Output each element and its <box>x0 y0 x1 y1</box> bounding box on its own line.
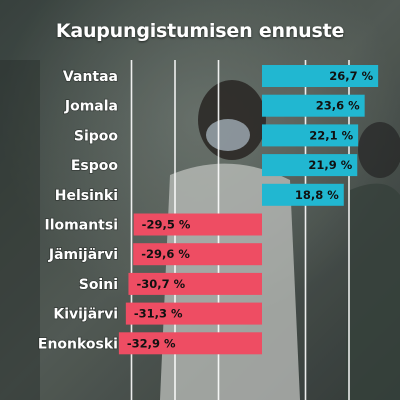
value-label: -31,3 % <box>134 307 183 321</box>
bar-espoo <box>262 154 358 177</box>
value-label: -32,9 % <box>127 336 176 350</box>
category-label: Kivijärvi <box>53 307 118 323</box>
bar-jomala <box>262 94 365 117</box>
bar-soini <box>128 272 262 295</box>
category-label: Espoo <box>71 158 119 174</box>
category-label: Soini <box>79 277 118 293</box>
category-label: Jomala <box>64 99 118 115</box>
bar-kivijärvi <box>125 302 262 325</box>
category-label: Ilomantsi <box>45 218 118 234</box>
value-label: 21,9 % <box>308 158 352 172</box>
value-label: -29,5 % <box>142 218 191 232</box>
bar-vantaa <box>262 65 379 87</box>
category-label: Helsinki <box>55 188 118 204</box>
value-label: -30,7 % <box>136 277 185 291</box>
bar-enonkoski <box>118 332 262 355</box>
bar-sipoo <box>262 124 359 147</box>
category-label: Sipoo <box>74 128 119 144</box>
category-label: Enonkoski <box>38 336 118 352</box>
value-label: -29,6 % <box>141 247 190 261</box>
bar-helsinki <box>262 183 344 206</box>
bar-ilomantsi <box>133 213 262 236</box>
value-label: 23,6 % <box>316 99 360 113</box>
category-label: Vantaa <box>63 69 118 85</box>
bar-jämijärvi <box>133 243 262 266</box>
value-label: 22,1 % <box>309 128 353 142</box>
value-label: 18,8 % <box>295 188 339 202</box>
chart-title: Kaupungistumisen ennuste <box>55 20 345 42</box>
category-label: Jämijärvi <box>48 247 118 263</box>
value-label: 26,7 % <box>329 69 373 83</box>
